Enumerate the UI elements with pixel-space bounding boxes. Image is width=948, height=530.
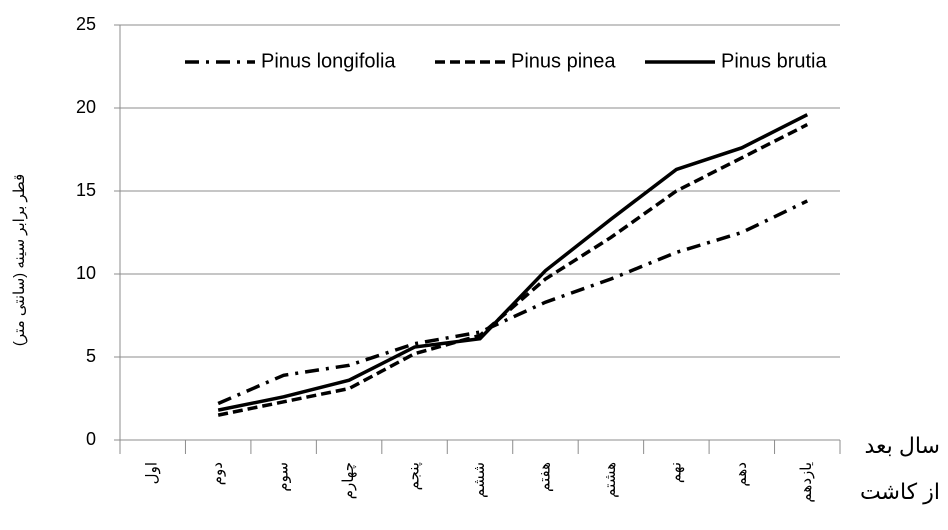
x-axis-label: سال بعد [864, 433, 940, 458]
y-tick-label: 5 [86, 346, 96, 366]
x-tick-label: نهم [667, 462, 684, 483]
x-axis-label: از کاشت [860, 479, 940, 504]
x-tick-label: هفتم [536, 462, 553, 492]
x-tick-label: سوم [275, 462, 292, 492]
y-tick-label: 20 [76, 97, 96, 117]
y-tick-label: 15 [76, 180, 96, 200]
legend-label: Pinus pinea [511, 50, 616, 72]
x-tick-label: دوم [209, 462, 226, 485]
x-tick-label: دهم [733, 462, 750, 487]
x-tick-label: هشتم [602, 462, 619, 498]
legend-label: Pinus brutia [721, 50, 827, 72]
legend-label: Pinus longifolia [261, 50, 396, 72]
x-tick-label: ششم [471, 462, 488, 498]
x-tick-label: پنجم [406, 462, 424, 490]
series-line [217, 199, 809, 406]
y-tick-label: 0 [86, 429, 96, 449]
y-tick-label: 25 [76, 14, 96, 34]
series-line [217, 113, 809, 412]
x-tick-label: یازدهم [798, 462, 815, 503]
y-axis-label: قطر برابر سینه (سانتی متر) [11, 174, 28, 346]
x-tick-label: چهارم [340, 462, 357, 499]
y-tick-label: 10 [76, 263, 96, 283]
x-tick-label: اول [144, 462, 161, 484]
